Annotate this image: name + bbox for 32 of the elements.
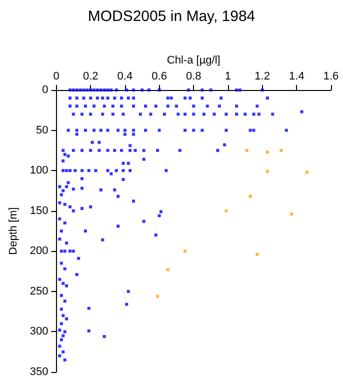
y-tick-label: 350 — [30, 366, 48, 378]
x-tick-label: 0 — [53, 70, 60, 82]
point — [184, 250, 187, 253]
point — [224, 209, 228, 212]
y-axis-title: Depth [m] — [8, 207, 20, 255]
y-tick-label: 200 — [30, 245, 48, 258]
y-tick-label: 100 — [30, 164, 48, 177]
x-axis-title: Chl-a [µg/l] — [166, 54, 220, 66]
x-tick-label: 1 — [224, 70, 232, 82]
x-tick-label: 1.2 — [254, 70, 270, 82]
y-tick-label: 300 — [30, 326, 48, 338]
point — [266, 170, 269, 173]
point — [248, 194, 252, 198]
y-tick-label: 0 — [42, 84, 48, 96]
chart-title: MODS2005 in May, 1984 — [88, 8, 256, 25]
x-tick-label: 0.6 — [152, 70, 167, 82]
x-tick-label: 0.8 — [186, 70, 202, 82]
point — [166, 268, 170, 272]
point — [266, 150, 269, 154]
y-tick-label: 150 — [30, 204, 48, 217]
y-tick-label: 50 — [36, 124, 48, 136]
x-tick-label: 0.2 — [82, 70, 98, 82]
point — [280, 148, 283, 152]
point — [156, 294, 160, 298]
y-tick-label: 250 — [30, 285, 48, 298]
x-tick-label: 1.4 — [289, 70, 304, 82]
point — [305, 170, 308, 174]
point — [256, 252, 259, 256]
point — [245, 148, 248, 152]
x-tick-label: 0.4 — [117, 70, 133, 82]
x-tick-label: 1.6 — [323, 70, 339, 82]
point — [290, 212, 294, 216]
